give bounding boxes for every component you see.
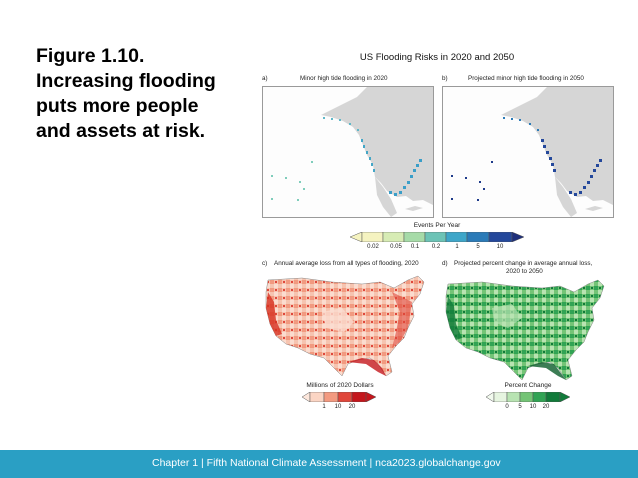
panel-a-map	[262, 86, 434, 218]
events-tick: 0.1	[410, 244, 420, 250]
percent-colorbar	[486, 392, 570, 402]
dollars-tick: 1	[322, 404, 326, 410]
events-colorbar	[350, 232, 524, 242]
percent-tick: 10	[529, 404, 537, 410]
panel-b-letter: b)	[442, 75, 448, 82]
flooding-figure: US Flooding Risks in 2020 and 2050 a) Mi…	[256, 46, 618, 418]
caption-line-4: and assets at risk.	[36, 120, 206, 142]
figure-title: US Flooding Risks in 2020 and 2050	[359, 52, 515, 63]
panel-b-map	[442, 86, 614, 218]
caption-line-1: Figure 1.10.	[36, 45, 145, 67]
dollars-legend-title: Millions of 2020 Dollars	[306, 382, 374, 389]
events-tick: 10	[496, 244, 504, 250]
caption-line-2: Increasing flooding	[36, 70, 216, 92]
panel-d-title-line1: Projected percent change in average annu…	[454, 260, 593, 267]
panel-c-letter: c)	[262, 260, 268, 267]
events-tick: 0.2	[431, 244, 441, 250]
panel-a-letter: a)	[262, 75, 268, 82]
pacific-coast-map-2050	[451, 87, 613, 217]
panel-c-title: Annual average loss from all types of fl…	[274, 260, 419, 267]
events-tick: 0.05	[390, 244, 402, 250]
dollars-colorbar	[302, 392, 376, 402]
pacific-coast-map-2020	[271, 87, 433, 217]
panel-d-letter: d)	[442, 260, 448, 267]
events-legend-title: Events Per Year	[413, 222, 461, 229]
events-tick: 0.02	[367, 244, 379, 250]
percent-legend-title: Percent Change	[504, 382, 552, 389]
percent-tick: 0	[505, 404, 509, 410]
panel-b-title: Projected minor high tide flooding in 20…	[468, 75, 584, 82]
footer-text: Chapter 1 | Fifth National Climate Asses…	[152, 457, 501, 469]
panel-a-title: Minor high tide flooding in 2020	[300, 75, 388, 82]
footer-bar: Chapter 1 | Fifth National Climate Asses…	[0, 450, 638, 478]
us-percent-change-map	[445, 279, 605, 381]
events-tick: 5	[476, 244, 480, 250]
caption-line-3: puts more people	[36, 95, 199, 117]
percent-tick: 5	[518, 404, 522, 410]
percent-tick: 20	[542, 404, 550, 410]
dollars-tick: 20	[348, 404, 356, 410]
panel-d-title-line2: 2020 to 2050	[506, 268, 543, 275]
us-annual-loss-map	[265, 275, 425, 377]
dollars-tick: 10	[334, 404, 342, 410]
events-tick: 1	[455, 244, 459, 250]
figure-caption: Figure 1.10. Increasing flooding puts mo…	[36, 44, 226, 144]
